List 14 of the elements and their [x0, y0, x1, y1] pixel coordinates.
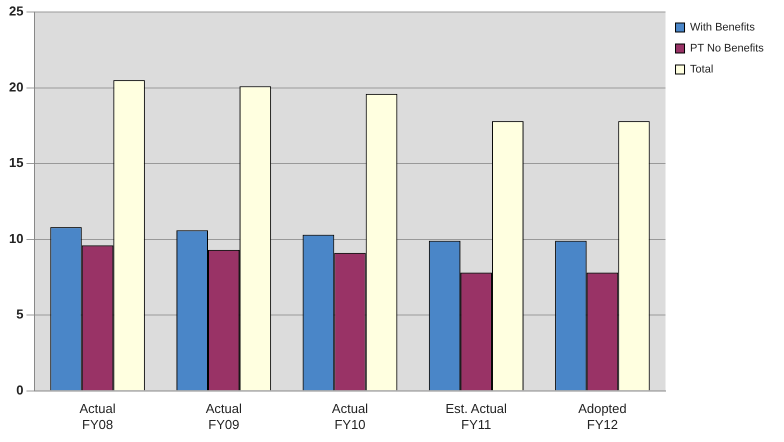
x-tick-label: Adopted FY12 — [578, 401, 627, 432]
legend-label: Total — [690, 64, 714, 76]
y-tick-label: 0 — [16, 382, 24, 398]
x-tick-label: Actual FY08 — [79, 401, 116, 432]
y-tick-label: 10 — [8, 230, 24, 246]
x-tick-label: Est. Actual FY11 — [445, 401, 508, 432]
legend-label: With Benefits — [690, 22, 756, 34]
y-tick-label: 15 — [8, 155, 24, 170]
y-tick-label: 5 — [16, 306, 24, 322]
x-tick-label: Actual FY09 — [206, 401, 242, 432]
y-tick-label: 20 — [8, 79, 24, 94]
x-tick-label: Actual FY10 — [332, 401, 368, 432]
legend-label: PT No Benefits — [690, 42, 764, 55]
y-tick-label: 25 — [8, 4, 24, 19]
